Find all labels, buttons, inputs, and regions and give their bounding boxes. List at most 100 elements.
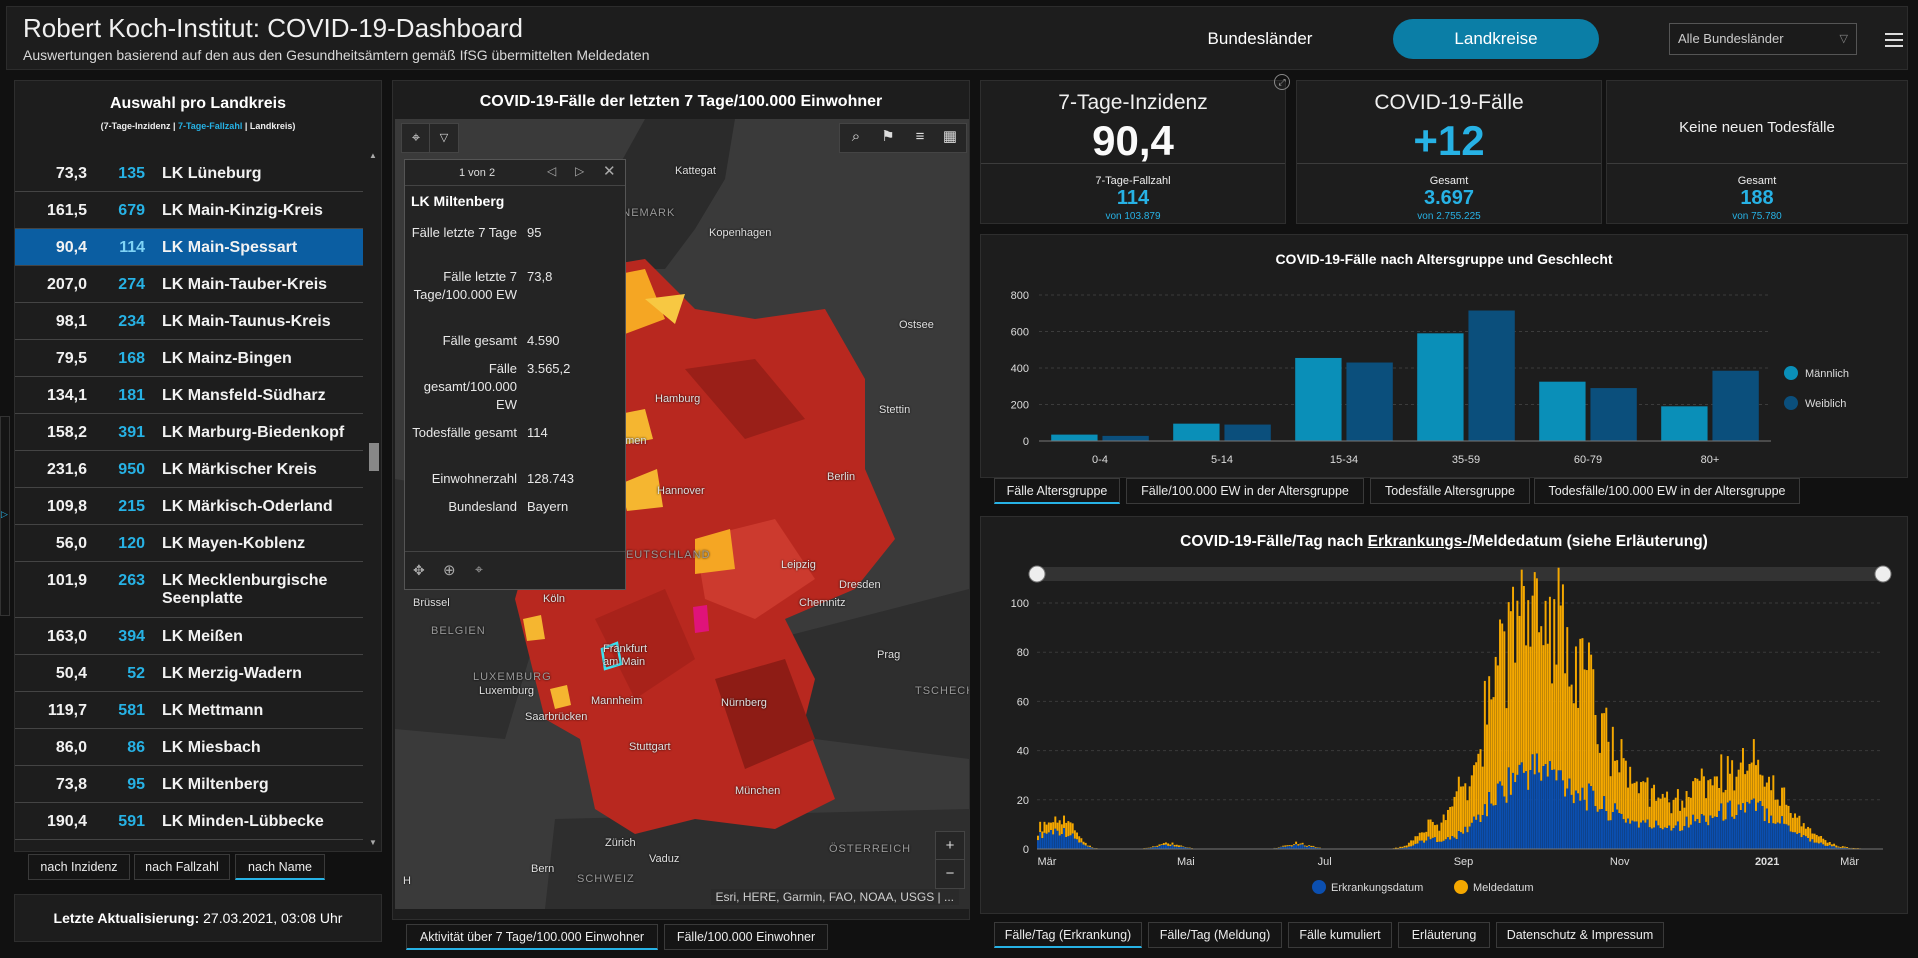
list-item[interactable]: 163,0 394 LK Meißen [15, 618, 363, 655]
list-item-incidence: 134,1 [46, 387, 87, 404]
age-tab-cases-per-100k[interactable]: Fälle/100.000 EW in der Altersgruppe [1126, 478, 1364, 504]
chart-title-link[interactable]: Erkrankungs-/ [1367, 533, 1472, 550]
list-item[interactable]: 119,7 581 LK Mettmann [15, 692, 363, 729]
bar-erkrankungsdatum [1778, 823, 1781, 849]
sort-by-name-tab[interactable]: nach Name [235, 854, 325, 880]
list-scrollbar[interactable]: ▲ ▼ [367, 151, 381, 847]
bar-meldedatum [1512, 586, 1515, 773]
bar-meldedatum [1672, 799, 1675, 829]
zoom-to-icon[interactable]: ⊕ [443, 562, 456, 579]
legend-label: Meldedatum [1473, 882, 1534, 894]
bar-erkrankungsdatum [1290, 846, 1293, 849]
bar-erkrankungsdatum [1733, 818, 1736, 849]
list-item[interactable]: 231,6 950 LK Märkischer Kreis [15, 451, 363, 488]
bar-meldedatum [1301, 842, 1304, 845]
select-feature-icon[interactable]: ⌖ [475, 561, 483, 577]
bar-erkrankungsdatum [1564, 796, 1567, 849]
list-item[interactable]: 161,5 679 LK Main-Kinzig-Kreis [15, 192, 363, 229]
move-icon[interactable]: ✥ [413, 562, 425, 578]
age-tab-cases[interactable]: Fälle Altersgruppe [994, 478, 1120, 504]
list-item[interactable]: 101,9 263 LK Mecklenburgische Seenplatte [15, 562, 363, 618]
legend-list-icon[interactable]: ≡ [915, 128, 925, 145]
bar-erkrankungsdatum [1178, 847, 1180, 849]
x-tick-label: 0-4 [1092, 454, 1108, 466]
map-canvas[interactable]: Kattegat DÄNEMARK Kopenhagen Ostsee Hamb… [395, 119, 969, 909]
map-tab-activity[interactable]: Aktivität über 7 Tage/100.000 Einwohner [406, 924, 658, 950]
list-item[interactable]: 190,4 591 LK Minden-Lübbecke [15, 803, 363, 840]
bar-meldedatum [1642, 781, 1645, 821]
epi-tab-erlaeuterung[interactable]: Erläuterung [1398, 922, 1490, 948]
popup-prev-icon[interactable]: ◁ [547, 164, 557, 178]
bar-meldedatum [1160, 844, 1163, 846]
basemap-gallery-icon[interactable]: ▦ [942, 128, 958, 145]
bar-meldedatum [1640, 782, 1642, 823]
bar-meldedatum [1295, 841, 1298, 845]
scroll-down-icon[interactable]: ▼ [369, 838, 377, 847]
bar-meldedatum [1052, 822, 1055, 835]
epi-tab-erkrankung[interactable]: Fälle/Tag (Erkrankung) [994, 922, 1142, 948]
list-item[interactable]: 134,1 181 LK Mansfeld-Südharz [15, 377, 363, 414]
zoom-in-button[interactable]: + [935, 831, 965, 861]
kpi-deaths: Keine neuen Todesfälle Gesamt 188 von 75… [1606, 80, 1908, 224]
scrollbar-thumb[interactable] [369, 443, 379, 471]
bar-meldedatum [1058, 820, 1061, 836]
sort-by-cases-tab[interactable]: nach Fallzahl [134, 854, 230, 880]
bar-erkrankungsdatum [1833, 846, 1836, 849]
select-features-icon[interactable]: ⌖ [401, 123, 431, 153]
list-item[interactable]: 98,1 234 LK Main-Taunus-Kreis [15, 303, 363, 340]
bar-meldedatum [1538, 632, 1541, 773]
bar-erkrankungsdatum [1288, 845, 1291, 849]
bar-meldedatum [1574, 646, 1577, 791]
list-item[interactable]: 158,2 391 LK Marburg-Biedenkopf [15, 414, 363, 451]
bar-erkrankungsdatum [1807, 838, 1810, 849]
map-tab-cases-per-100k[interactable]: Fälle/100.000 Einwohner [664, 924, 828, 950]
nav-bundeslaender-button[interactable]: Bundesländer [1207, 29, 1313, 48]
epi-tab-kumuliert[interactable]: Fälle kumuliert [1288, 922, 1392, 948]
bar-meldedatum [1653, 784, 1656, 828]
x-tick-label: 15-34 [1330, 454, 1358, 466]
bookmark-icon[interactable]: ⚑ [881, 128, 895, 145]
hamburger-menu-icon[interactable] [1885, 33, 1903, 47]
list-item[interactable]: 50,4 52 LK Merzig-Wadern [15, 655, 363, 692]
bar-meldedatum [1481, 766, 1484, 816]
bar-weiblich [1224, 424, 1271, 441]
bar-meldedatum [1776, 799, 1779, 823]
bar-männlich [1295, 357, 1342, 441]
bar-erkrankungsdatum [1640, 822, 1642, 849]
bar-meldedatum [1416, 836, 1419, 844]
bar-meldedatum [1659, 798, 1662, 829]
age-tab-deaths-per-100k[interactable]: Todesfälle/100.000 EW in der Altersgrupp… [1534, 478, 1800, 504]
chevron-down-icon[interactable]: ▽ [429, 123, 459, 153]
bar-erkrankungsdatum [1045, 833, 1048, 849]
bar-erkrankungsdatum [1672, 828, 1675, 849]
list-item[interactable]: 109,8 215 LK Märkisch-Oderland [15, 488, 363, 525]
list-item[interactable]: 73,3 135 LK Lüneburg [15, 155, 363, 192]
zoom-out-button[interactable]: − [935, 859, 965, 889]
nav-landkreise-button[interactable]: Landkreise [1393, 19, 1599, 59]
bar-meldedatum [1605, 707, 1608, 812]
list-item[interactable]: 207,0 274 LK Main-Tauber-Kreis [15, 266, 363, 303]
close-icon[interactable]: ✕ [603, 163, 616, 180]
list-item[interactable]: 73,8 95 LK Miltenberg [15, 766, 363, 803]
popup-next-icon[interactable]: ▷ [575, 164, 585, 178]
list-item[interactable]: 86,0 86 LK Miesbach [15, 729, 363, 766]
bar-meldedatum [1809, 828, 1812, 842]
search-icon[interactable]: ⌕ [851, 128, 861, 145]
age-tab-deaths[interactable]: Todesfälle Altersgruppe [1370, 478, 1530, 504]
bar-meldedatum [1470, 775, 1473, 823]
sort-by-incidence-tab[interactable]: nach Inzidenz [28, 854, 130, 880]
list-item[interactable]: 90,4 114 LK Main-Spessart [15, 229, 363, 266]
list-item[interactable]: 79,5 168 LK Mainz-Bingen [15, 340, 363, 377]
epi-tab-datenschutz[interactable]: Datenschutz & Impressum [1496, 922, 1664, 948]
kpi-label: 7-Tage-Fallzahl [1095, 175, 1171, 187]
side-panel-handle[interactable]: ▷ [0, 416, 10, 616]
y-tick-label: 400 [1011, 363, 1029, 375]
bar-erkrankungsdatum [1837, 847, 1840, 849]
kpi-mid-value: 3.697 [1423, 187, 1475, 209]
list-item-case-count: 591 [118, 813, 145, 830]
list-item[interactable]: 56,0 120 LK Mayen-Koblenz [15, 525, 363, 562]
epi-tab-meldung[interactable]: Fälle/Tag (Meldung) [1148, 922, 1282, 948]
region-select[interactable]: Alle Bundesländer ▽ [1669, 23, 1857, 55]
expand-icon[interactable]: ⤢ [1274, 74, 1290, 90]
scroll-up-icon[interactable]: ▲ [369, 151, 377, 160]
